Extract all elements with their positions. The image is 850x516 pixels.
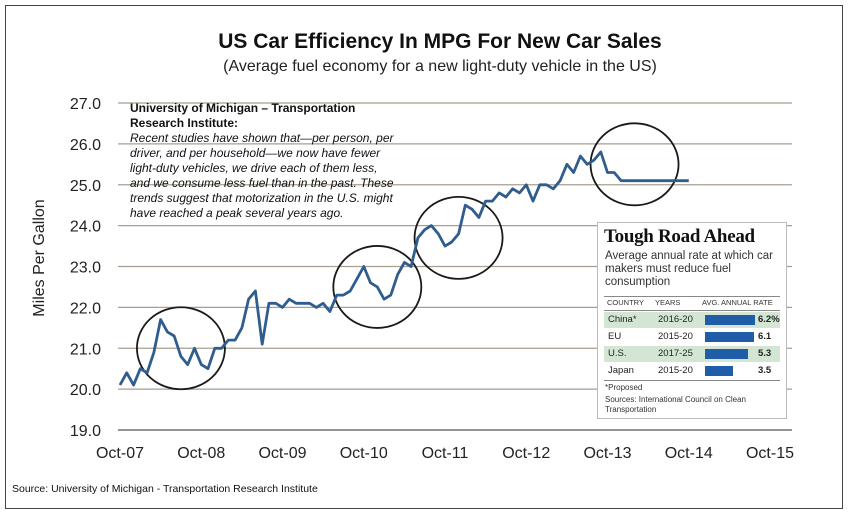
x-tick-label: Oct-07: [96, 445, 144, 462]
inset-divider: [604, 296, 780, 297]
x-tick-label: Oct-14: [665, 445, 713, 462]
row-years: 2015-20: [658, 331, 693, 342]
inset-subtitle: Average annual rate at which car makers …: [605, 250, 773, 288]
rate-value: 6.2%: [758, 314, 780, 325]
y-tick-label: 20.0: [70, 382, 101, 399]
highlight-circles: [136, 122, 680, 391]
header-country: COUNTRY: [607, 298, 644, 307]
inset-table: Tough Road Ahead Average annual rate at …: [597, 222, 787, 419]
chart-title: US Car Efficiency In MPG For New Car Sal…: [218, 30, 662, 53]
row-country: Japan: [608, 365, 634, 376]
row-country: EU: [608, 331, 622, 342]
inset-divider: [604, 380, 780, 381]
y-tick-label: 23.0: [70, 260, 101, 277]
chart-subtitle: (Average fuel economy for a new light-du…: [223, 58, 657, 75]
rate-bar: [705, 366, 734, 376]
x-tick-label: Oct-11: [422, 445, 469, 462]
inset-row: EU 2015-20 6.1: [604, 329, 780, 345]
y-tick-label: 21.0: [70, 341, 101, 358]
annotation-box: University of Michigan – Transportation …: [130, 101, 398, 221]
inset-row: U.S. 2017-25 5.3: [604, 346, 780, 362]
annotation-title: University of Michigan – Transportation …: [130, 101, 356, 130]
rate-value: 6.1: [758, 331, 772, 342]
y-tick-labels: 19.0 20.0 21.0 22.0 23.0 24.0 25.0 26.0 27.0: [70, 96, 101, 440]
row-country: China*: [608, 314, 637, 325]
x-tick-label: Oct-15: [746, 445, 794, 462]
y-tick-label: 22.0: [70, 300, 101, 317]
chart-frame: [5, 5, 843, 509]
x-tick-label: Oct-12: [502, 445, 550, 462]
inset-row: China* 2016-20 6.2%: [604, 312, 780, 328]
highlight-circle: [136, 306, 226, 391]
header-rate: AVG. ANNUAL RATE: [702, 298, 773, 307]
y-tick-label: 26.0: [70, 137, 101, 154]
highlight-circle: [589, 122, 680, 207]
row-years: 2016-20: [658, 314, 693, 325]
y-tick-label: 25.0: [70, 178, 101, 195]
x-tick-label: Oct-09: [258, 445, 306, 462]
rate-bar: [705, 315, 755, 325]
y-tick-label: 27.0: [70, 96, 101, 113]
inset-divider: [604, 310, 780, 311]
rate-bar: [705, 332, 755, 342]
x-tick-label: Oct-08: [177, 445, 225, 462]
inset-title: Tough Road Ahead: [604, 226, 755, 247]
highlight-circle: [332, 245, 423, 329]
inset-row: Japan 2015-20 3.5: [604, 363, 780, 379]
mpg-series-line: [118, 150, 689, 387]
y-tick-label: 19.0: [70, 423, 101, 440]
x-tick-label: Oct-10: [340, 445, 388, 462]
rate-bar: [705, 349, 748, 359]
inset-header-row: COUNTRY YEARS AVG. ANNUAL RATE: [598, 297, 786, 309]
y-tick-label: 24.0: [70, 219, 101, 236]
rate-value: 5.3: [758, 348, 772, 359]
row-country: U.S.: [608, 348, 627, 359]
highlight-circle: [413, 195, 504, 280]
rate-value: 3.5: [758, 365, 772, 376]
source-note: Source: University of Michigan - Transpo…: [12, 483, 318, 495]
header-years: YEARS: [655, 298, 681, 307]
x-tick-label: Oct-13: [583, 445, 631, 462]
annotation-body: Recent studies have shown that—per perso…: [130, 131, 394, 220]
row-years: 2017-25: [658, 348, 693, 359]
inset-footnote: *Proposed: [605, 383, 643, 392]
x-tick-labels: Oct-07 Oct-08 Oct-09 Oct-10 Oct-11 Oct-12 Oct-…: [96, 445, 794, 462]
inset-sources: Sources: International Council on Clean …: [605, 395, 746, 414]
y-axis-label: Miles Per Gallon: [31, 199, 48, 316]
row-years: 2015-20: [658, 365, 693, 376]
